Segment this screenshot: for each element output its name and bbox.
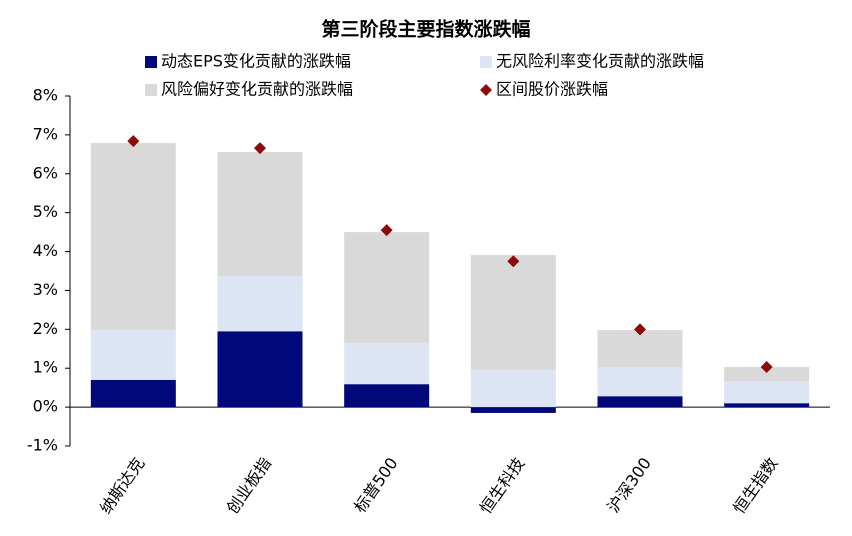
chart-title: 第三阶段主要指数涨跌幅	[321, 18, 530, 41]
marker	[634, 323, 646, 336]
y-tick-label: 1%	[33, 358, 58, 377]
bar-segment	[217, 331, 303, 408]
y-tick-label: 4%	[33, 241, 58, 260]
legend-symbol	[145, 56, 157, 68]
x-tick-label: 纳斯达克	[96, 454, 148, 517]
y-tick-label: -1%	[27, 436, 58, 455]
x-tick-label: 创业板指	[223, 454, 275, 517]
bar-segment	[597, 330, 683, 368]
legend-label: 动态EPS变化贡献的涨跌幅	[161, 52, 351, 71]
marker	[507, 255, 520, 268]
marker	[380, 224, 393, 237]
marker	[760, 361, 773, 374]
y-tick-label: 2%	[33, 319, 58, 338]
y-tick-label: 3%	[33, 280, 58, 299]
legend-symbol	[145, 84, 157, 96]
y-tick-label: 0%	[33, 397, 58, 416]
bar-segment	[597, 367, 683, 397]
bar-segment	[217, 152, 303, 277]
bar-segment	[597, 396, 683, 408]
x-tick-label: 恒生指数	[729, 454, 781, 517]
x-tick-label: 恒生科技	[476, 454, 528, 517]
x-tick-label: 沪深300	[604, 454, 655, 516]
bar-segment	[90, 330, 176, 380]
legend-label: 风险偏好变化贡献的涨跌幅	[161, 80, 353, 99]
bar-segment	[470, 407, 556, 413]
bar-segment	[217, 276, 303, 332]
bar-segment	[344, 384, 430, 408]
y-tick-label: 7%	[33, 124, 58, 143]
legend-label: 区间股价涨跌幅	[496, 80, 608, 99]
bar-segment	[90, 379, 176, 408]
y-tick-label: 5%	[33, 202, 58, 221]
legend-label: 无风险利率变化贡献的涨跌幅	[496, 52, 704, 71]
bar-segment	[344, 232, 430, 343]
x-tick-label: 标普500	[350, 454, 401, 516]
bar-segment	[724, 403, 810, 408]
y-tick-label: 8%	[33, 86, 58, 105]
legend-symbol	[480, 56, 492, 68]
bar-segment	[470, 255, 556, 371]
bar-segment	[724, 381, 810, 404]
marker	[127, 135, 140, 148]
bar-segment	[344, 342, 430, 385]
bar-segment	[90, 143, 176, 331]
legend-symbol	[480, 84, 492, 96]
bar-segment	[470, 370, 556, 408]
bar-segment	[724, 367, 810, 382]
y-tick-label: 6%	[33, 163, 58, 182]
marker	[254, 142, 266, 155]
